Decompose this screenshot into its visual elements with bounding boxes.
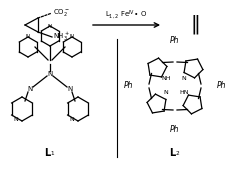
Text: NH$_3^+$: NH$_3^+$ — [53, 31, 70, 43]
Text: CO$_2^-$: CO$_2^-$ — [53, 8, 70, 19]
Text: N: N — [70, 117, 74, 122]
Text: N: N — [27, 86, 33, 92]
Text: HN: HN — [179, 91, 189, 95]
Text: Ph: Ph — [170, 125, 180, 134]
Text: $_2$: $_2$ — [175, 149, 180, 159]
Text: N: N — [47, 71, 53, 77]
Text: N: N — [14, 117, 18, 122]
Text: N: N — [48, 23, 52, 29]
Text: L$_{1,2}$ Fe$^{\mathrm{IV}}$$\bullet$ O: L$_{1,2}$ Fe$^{\mathrm{IV}}$$\bullet$ O — [105, 9, 147, 21]
Text: L: L — [44, 148, 50, 158]
Text: Ph: Ph — [124, 81, 133, 91]
Text: N: N — [67, 86, 73, 92]
Text: L: L — [169, 148, 175, 158]
Text: N: N — [26, 35, 30, 40]
Text: Ph: Ph — [170, 36, 180, 45]
Text: $_1$: $_1$ — [50, 149, 55, 159]
Text: N: N — [164, 91, 168, 95]
Text: NH: NH — [161, 77, 171, 81]
Text: $\Vert$: $\Vert$ — [190, 13, 200, 36]
Text: Ph: Ph — [217, 81, 227, 91]
Text: N: N — [70, 35, 74, 40]
Text: N: N — [182, 77, 186, 81]
